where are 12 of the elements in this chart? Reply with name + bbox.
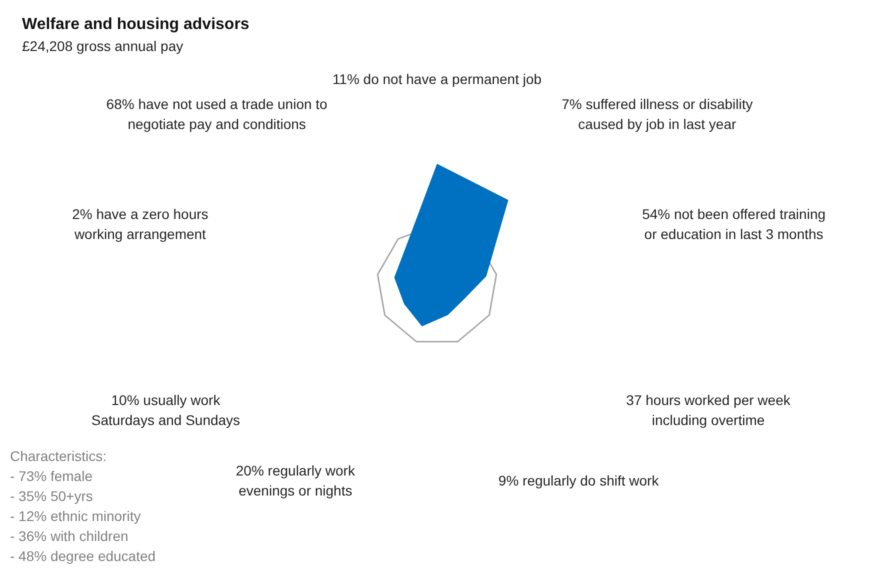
spoke-label: 2% have a zero hours working arrangement [72,206,208,242]
spoke-label: 7% suffered illness or disability caused by job in last year [562,96,753,132]
spoke-label: 10% usually work Saturdays and Sundays [91,392,240,428]
chart-subtitle: £24,208 gross annual pay [22,38,184,54]
spoke-label: 9% regularly do shift work [498,472,660,488]
spoke-label: 54% not been offered training or education in last 3 months [642,206,826,242]
spoke-label: 37 hours worked per week including overtime [626,392,792,428]
text: Characteristics: - 73% female - 35% 50+yrs - 12% ethnic minority - 36% with children - 48% degree educated [10,447,156,566]
chart-title: Welfare and housing advisors [22,16,250,34]
spoke-label: 68% have not used a trade union to negotiate pay and conditions [106,96,328,132]
spoke-label: 20% regularly work evenings or nights [236,462,356,498]
spoke-label: 11% do not have a permanent job [332,70,542,87]
